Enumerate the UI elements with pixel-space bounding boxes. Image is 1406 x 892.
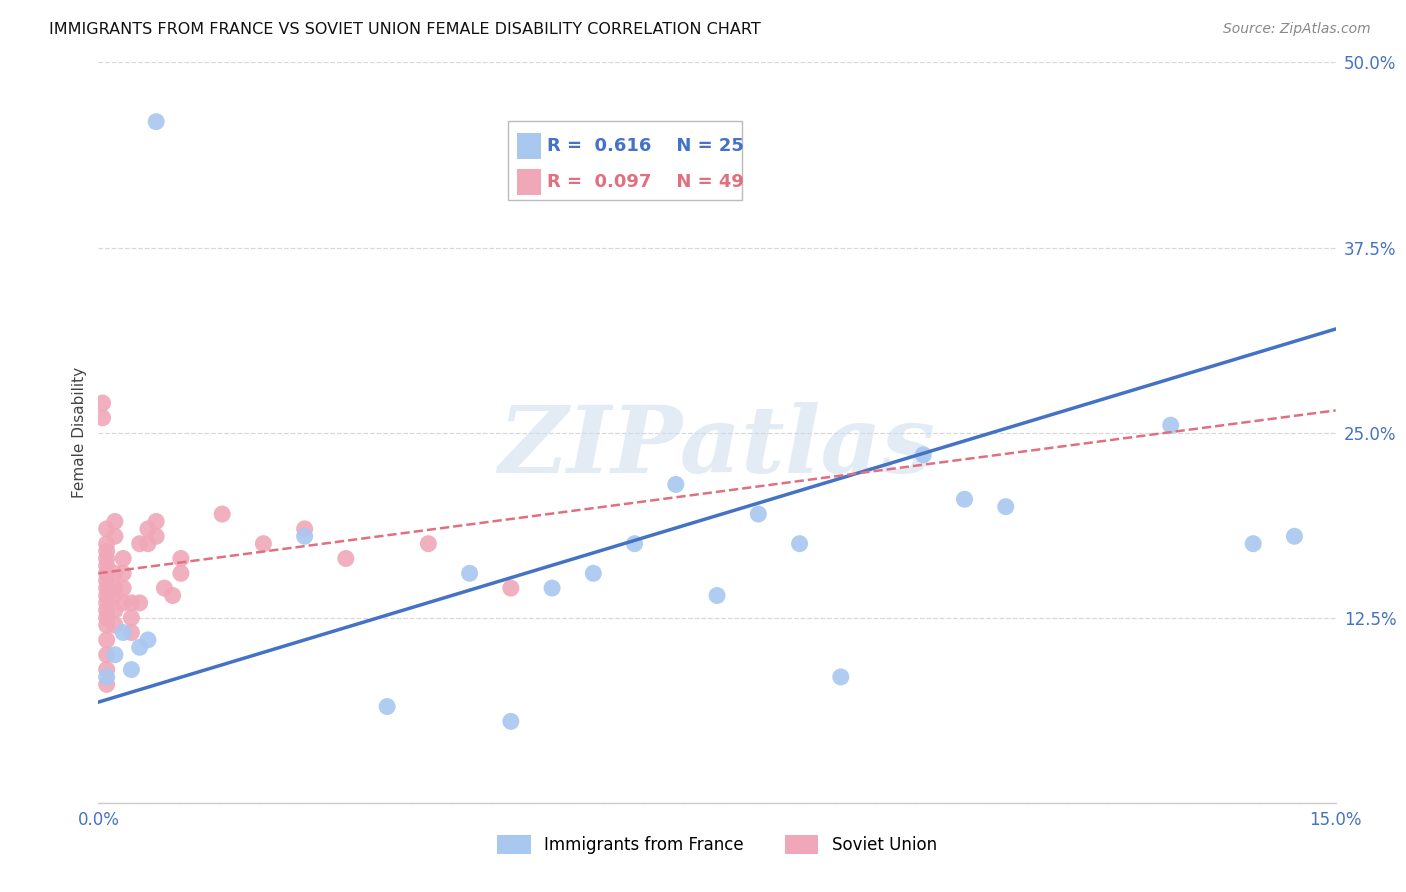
Point: [96, 574, 118, 588]
Point: [96, 589, 118, 603]
Point: [830, 670, 852, 684]
Point: [335, 551, 357, 566]
Point: [1160, 418, 1182, 433]
Text: R =  0.097    N = 49: R = 0.097 N = 49: [547, 173, 744, 191]
Point: [96, 581, 118, 595]
Point: [145, 515, 167, 529]
Point: [912, 448, 935, 462]
Point: [136, 632, 159, 647]
Point: [145, 529, 167, 543]
Point: [136, 522, 159, 536]
Point: [96, 596, 118, 610]
Point: [294, 529, 316, 543]
Point: [91, 410, 114, 425]
Point: [112, 566, 135, 581]
Text: R =  0.616    N = 25: R = 0.616 N = 25: [547, 137, 744, 155]
Point: [112, 625, 135, 640]
Point: [418, 536, 440, 550]
Point: [112, 551, 135, 566]
Point: [104, 648, 127, 662]
Point: [104, 603, 127, 617]
Text: Source: ZipAtlas.com: Source: ZipAtlas.com: [1223, 22, 1371, 37]
Point: [120, 610, 142, 624]
Point: [112, 596, 135, 610]
Point: [96, 670, 118, 684]
Point: [499, 714, 522, 729]
Point: [789, 536, 811, 550]
Y-axis label: Female Disability: Female Disability: [72, 367, 87, 499]
Point: [104, 566, 127, 581]
Point: [170, 566, 193, 581]
Point: [541, 581, 564, 595]
Point: [747, 507, 769, 521]
Legend: Immigrants from France, Soviet Union: Immigrants from France, Soviet Union: [491, 829, 943, 861]
Point: [96, 663, 118, 677]
Point: [96, 522, 118, 536]
Point: [104, 581, 127, 595]
Point: [104, 515, 127, 529]
Text: IMMIGRANTS FROM FRANCE VS SOVIET UNION FEMALE DISABILITY CORRELATION CHART: IMMIGRANTS FROM FRANCE VS SOVIET UNION F…: [49, 22, 761, 37]
Point: [458, 566, 481, 581]
Point: [96, 551, 118, 566]
Point: [145, 114, 167, 128]
Point: [96, 536, 118, 550]
Point: [1241, 536, 1264, 550]
Point: [120, 663, 142, 677]
Point: [96, 632, 118, 647]
Point: [582, 566, 605, 581]
Point: [294, 522, 316, 536]
Point: [91, 396, 114, 410]
Point: [153, 581, 176, 595]
Point: [375, 699, 398, 714]
Point: [252, 536, 274, 550]
Point: [104, 589, 127, 603]
Point: [211, 507, 233, 521]
Point: [499, 581, 522, 595]
Point: [120, 625, 142, 640]
Point: [623, 536, 645, 550]
Point: [162, 589, 184, 603]
Point: [1284, 529, 1306, 543]
Point: [96, 677, 118, 691]
Point: [112, 581, 135, 595]
Text: ZIPatlas: ZIPatlas: [499, 402, 935, 492]
Point: [96, 610, 118, 624]
Point: [96, 566, 118, 581]
Point: [96, 544, 118, 558]
Point: [120, 596, 142, 610]
Point: [128, 596, 150, 610]
Point: [128, 640, 150, 655]
Point: [96, 618, 118, 632]
Point: [136, 536, 159, 550]
Point: [104, 618, 127, 632]
Point: [953, 492, 976, 507]
Point: [706, 589, 728, 603]
Point: [665, 477, 688, 491]
Point: [96, 603, 118, 617]
Point: [104, 529, 127, 543]
Point: [128, 536, 150, 550]
Point: [170, 551, 193, 566]
Point: [96, 648, 118, 662]
Point: [96, 558, 118, 573]
Point: [994, 500, 1017, 514]
